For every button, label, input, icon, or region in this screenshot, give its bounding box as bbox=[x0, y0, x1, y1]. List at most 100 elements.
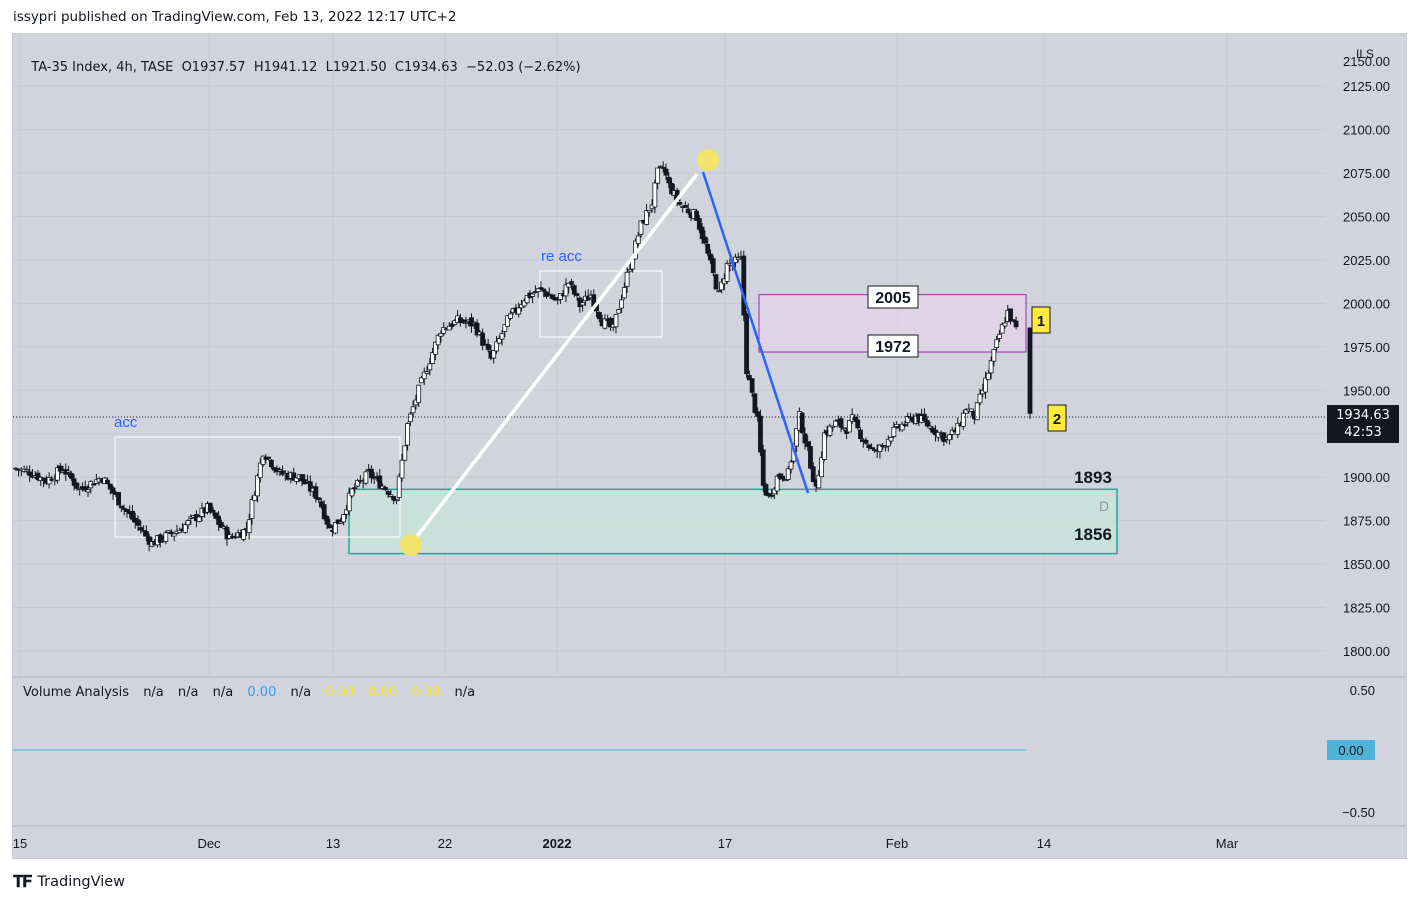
candle-body bbox=[988, 360, 994, 374]
candle-body bbox=[321, 504, 327, 520]
indicator-legend[interactable]: Volume Analysis n/a n/a n/a 0.00 n/a 0.0… bbox=[23, 685, 485, 700]
y-tick-label: 2000.00 bbox=[1343, 296, 1390, 311]
candle-body bbox=[569, 281, 574, 285]
candle-body bbox=[118, 505, 124, 509]
candle-body bbox=[463, 321, 469, 324]
candle-body bbox=[135, 519, 141, 526]
candle-body bbox=[432, 341, 438, 355]
candle-body bbox=[266, 456, 272, 459]
x-tick-label: 13 bbox=[326, 836, 340, 851]
candle-body bbox=[869, 447, 875, 450]
indicator-scale-label: −0.50 bbox=[1342, 805, 1375, 820]
candle-body bbox=[863, 439, 869, 444]
candle-body bbox=[341, 514, 347, 523]
indicator-value: n/a bbox=[454, 685, 476, 700]
candle-body bbox=[888, 437, 894, 442]
candle-body bbox=[794, 428, 799, 447]
candle-body bbox=[677, 202, 683, 205]
candle-body bbox=[702, 236, 708, 244]
candle-body bbox=[421, 371, 427, 380]
indicator-value: n/a bbox=[212, 685, 234, 700]
brand[interactable]: 𝐓𝐅 TradingView bbox=[13, 872, 125, 892]
candle-body bbox=[816, 474, 822, 489]
candle-body bbox=[999, 323, 1005, 334]
candle-body bbox=[332, 522, 338, 534]
candle-body bbox=[644, 210, 649, 225]
candle-body bbox=[1002, 322, 1008, 327]
candle-body bbox=[107, 483, 113, 490]
candle-body bbox=[685, 208, 691, 214]
indicator-value: n/a bbox=[177, 685, 199, 700]
candle-body bbox=[833, 420, 838, 427]
candle-body bbox=[146, 536, 152, 545]
candle-body bbox=[758, 415, 763, 453]
candle-body bbox=[313, 486, 319, 499]
candle-body bbox=[780, 475, 786, 480]
candle-body bbox=[760, 449, 766, 486]
candle-body bbox=[852, 416, 858, 421]
candle-body bbox=[669, 182, 674, 195]
candle-body bbox=[338, 521, 344, 524]
y-tick-label: 1825.00 bbox=[1343, 600, 1390, 615]
candle-body bbox=[924, 419, 930, 427]
candle-body bbox=[719, 281, 724, 291]
candle-body bbox=[277, 469, 283, 472]
zone-d-label: D bbox=[1099, 498, 1109, 514]
candle-body bbox=[774, 475, 780, 492]
candle-body bbox=[294, 477, 299, 482]
candle-body bbox=[716, 290, 722, 293]
candle-body bbox=[805, 441, 811, 447]
marker-1-box bbox=[1031, 306, 1051, 334]
swing-low-marker bbox=[400, 534, 422, 556]
indicator-value: 0.00 bbox=[325, 685, 355, 700]
candle-body bbox=[55, 467, 60, 481]
candle-body bbox=[121, 508, 127, 510]
candle-body bbox=[260, 455, 266, 465]
candle-body bbox=[802, 433, 808, 444]
candle-body bbox=[224, 526, 230, 540]
candle-body bbox=[619, 299, 624, 309]
level-1972-label: 1972 bbox=[875, 339, 911, 356]
candle-body bbox=[902, 424, 908, 427]
x-tick-label: Feb bbox=[886, 836, 908, 851]
candle-body bbox=[66, 470, 71, 473]
candle-body bbox=[377, 475, 383, 489]
x-tick-label: 17 bbox=[718, 836, 732, 851]
level-2005-label: 2005 bbox=[875, 290, 911, 307]
x-tick-label: Mar bbox=[1216, 836, 1239, 851]
candle-body bbox=[766, 493, 772, 497]
bar-countdown: 42:53 bbox=[1344, 425, 1382, 440]
symbol-legend[interactable]: TA-35 Index, 4h, TASE O1937.57 H1941.12 … bbox=[23, 45, 580, 75]
indicator-current-value: 0.00 bbox=[1338, 743, 1363, 758]
candle-body bbox=[827, 425, 833, 436]
x-tick-label: 22 bbox=[438, 836, 452, 851]
candle-body bbox=[658, 165, 663, 168]
candle-body bbox=[419, 377, 424, 384]
candle-body bbox=[252, 494, 258, 501]
candle-body bbox=[494, 341, 499, 352]
candle-body bbox=[299, 474, 305, 482]
candle-body bbox=[963, 409, 969, 414]
candle-body bbox=[635, 235, 641, 245]
candle-body bbox=[683, 205, 688, 208]
y-tick-label: 2050.00 bbox=[1343, 209, 1390, 224]
candle-body bbox=[660, 166, 666, 169]
candle-body bbox=[808, 446, 813, 469]
candle-body bbox=[799, 412, 805, 434]
candle-body bbox=[785, 468, 791, 480]
candle-body bbox=[57, 465, 63, 472]
marker-2-label: 2 bbox=[1053, 411, 1061, 428]
candle-body bbox=[116, 492, 121, 506]
candle-body bbox=[927, 425, 933, 429]
level-1856-label: 1856 bbox=[1074, 525, 1112, 544]
candle-body bbox=[344, 509, 349, 515]
candle-body bbox=[424, 371, 430, 374]
candle-body bbox=[858, 429, 863, 440]
candle-body bbox=[616, 309, 622, 314]
candle-body bbox=[541, 288, 547, 292]
candle-body bbox=[663, 168, 669, 176]
candle-body bbox=[371, 477, 377, 480]
candle-body bbox=[899, 423, 905, 431]
candle-body bbox=[124, 509, 130, 513]
